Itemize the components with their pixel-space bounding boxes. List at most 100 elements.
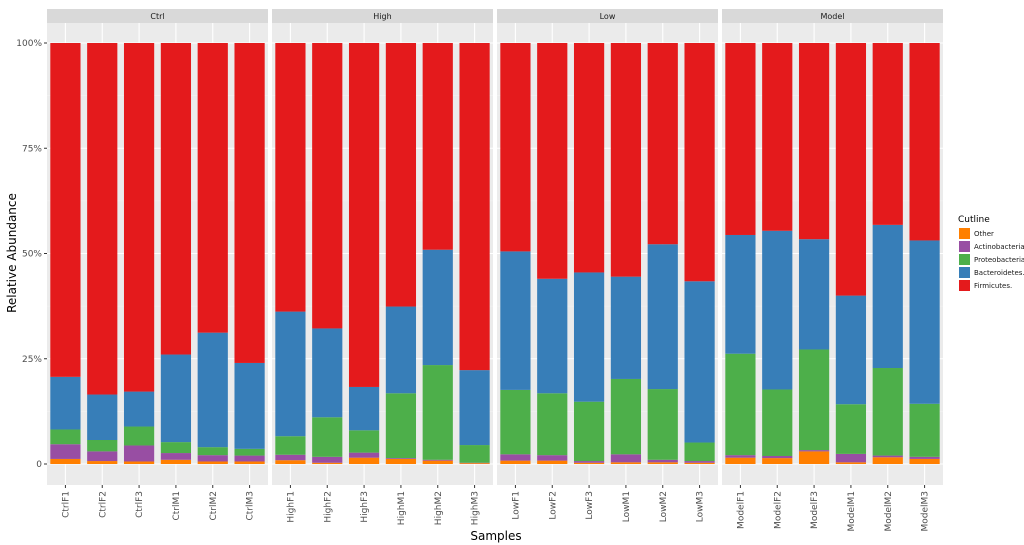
segment-actinobacteria [87, 451, 118, 462]
segment-bacteroidetes [537, 278, 568, 394]
legend-label: Other [974, 230, 994, 238]
segment-proteobacteria [385, 393, 417, 459]
facet-strip [497, 9, 718, 23]
segment-proteobacteria [234, 448, 265, 456]
bar-ModelF2 [762, 43, 793, 464]
y-axis: 0 25% 50% 75% 100% [16, 39, 47, 470]
segment-proteobacteria [537, 393, 568, 456]
segment-firmicutes [385, 43, 417, 307]
segment-actinobacteria [872, 455, 903, 458]
facet-strip [722, 9, 943, 23]
bar-LowM1 [610, 43, 642, 464]
segment-firmicutes [459, 43, 490, 371]
segment-other [87, 461, 118, 464]
segment-proteobacteria [348, 430, 380, 453]
segment-actinobacteria [762, 456, 793, 459]
segment-proteobacteria [798, 349, 830, 451]
y-tick-label: 75% [22, 144, 42, 154]
segment-firmicutes [872, 43, 903, 225]
legend-label: Actinobacteria. [974, 243, 1024, 251]
segment-firmicutes [610, 43, 642, 277]
segment-bacteroidetes [197, 332, 228, 448]
segment-other [160, 459, 192, 464]
facet-strip-label: High [373, 12, 391, 21]
segment-proteobacteria [160, 442, 192, 454]
x-tick-label: HighM2 [434, 491, 444, 525]
segment-proteobacteria [123, 426, 155, 446]
x-tick-label: CtrlM3 [246, 491, 256, 521]
x-tick-label: CtrlM1 [172, 491, 182, 521]
bar-CtrlM1 [160, 43, 192, 464]
segment-bacteroidetes [87, 394, 118, 441]
y-tick-label: 100% [16, 39, 42, 49]
bar-LowM2 [647, 43, 678, 464]
x-tick-label: CtrlF1 [61, 491, 71, 518]
segment-firmicutes [573, 43, 605, 273]
segment-actinobacteria [610, 454, 642, 463]
segment-other [123, 461, 155, 464]
segment-other [725, 457, 756, 464]
segment-actinobacteria [197, 455, 228, 462]
segment-bacteroidetes [160, 354, 192, 443]
x-tick-label: CtrlM2 [209, 491, 219, 521]
segment-firmicutes [500, 43, 531, 252]
facet-strip [47, 9, 268, 23]
segment-actinobacteria [123, 445, 155, 462]
segment-other [835, 462, 867, 464]
segment-bacteroidetes [762, 230, 793, 390]
segment-proteobacteria [872, 368, 903, 456]
segment-firmicutes [234, 43, 265, 363]
segment-firmicutes [123, 43, 155, 392]
facet-model: Model ModelF1 ModelF2 ModelF3 ModelM1 ModelM2… [722, 9, 943, 532]
segment-actinobacteria [422, 459, 453, 461]
bar-LowF3 [573, 43, 605, 464]
segment-proteobacteria [835, 404, 867, 454]
bar-CtrlM3 [234, 43, 265, 464]
segment-firmicutes [909, 43, 940, 241]
x-tick-label: HighM1 [397, 491, 407, 525]
y-axis-title: Relative Abundance [5, 193, 19, 313]
segment-bacteroidetes [385, 306, 417, 394]
x-tick-label: ModelM1 [847, 491, 857, 532]
segment-other [234, 461, 265, 464]
segment-actinobacteria [573, 461, 605, 463]
segment-bacteroidetes [872, 224, 903, 369]
segment-bacteroidetes [835, 295, 867, 405]
segment-actinobacteria [798, 450, 830, 452]
x-tick-label: HighM3 [471, 491, 481, 525]
segment-actinobacteria [684, 461, 715, 463]
segment-actinobacteria [537, 455, 568, 461]
x-tick-label: LowF3 [585, 491, 595, 520]
segment-bacteroidetes [50, 376, 81, 430]
bar-LowF1 [500, 43, 531, 464]
bar-HighF1 [275, 43, 306, 464]
segment-bacteroidetes [684, 281, 715, 443]
segment-other [762, 458, 793, 464]
segment-proteobacteria [459, 445, 490, 463]
segment-proteobacteria [647, 389, 678, 460]
y-tick-label: 50% [22, 250, 42, 260]
x-tick-label: LowM3 [696, 491, 706, 522]
x-tick-label: ModelM2 [884, 491, 894, 532]
segment-proteobacteria [275, 436, 306, 455]
segment-bacteroidetes [312, 328, 343, 418]
segment-bacteroidetes [275, 311, 306, 437]
legend-label: Firmicutes. [974, 282, 1012, 290]
segment-bacteroidetes [123, 391, 155, 427]
segment-actinobacteria [725, 455, 756, 458]
segment-other [50, 458, 81, 464]
facet-panels: Ctrl CtrlF1 CtrlF2 CtrlF3 CtrlM1 CtrlM2 CtrlM3… [47, 9, 943, 532]
segment-proteobacteria [422, 365, 453, 460]
segment-other [348, 457, 380, 464]
segment-other [647, 462, 678, 464]
legend-items: Other Actinobacteria. Proteobacteria. Bacte… [959, 228, 1024, 291]
segment-firmicutes [275, 43, 306, 312]
facet-high: High HighF1 HighF2 HighF3 HighM1 HighM2 HighM3 [272, 9, 493, 525]
bar-CtrlM2 [197, 43, 228, 464]
bar-ModelF1 [725, 43, 756, 464]
facet-low: Low LowF1 LowF2 LowF3 LowM1 LowM2 LowM3 [497, 9, 718, 522]
segment-firmicutes [87, 43, 118, 395]
legend-swatch [959, 280, 970, 291]
segment-actinobacteria [50, 444, 81, 459]
bar-ModelF3 [798, 43, 830, 464]
